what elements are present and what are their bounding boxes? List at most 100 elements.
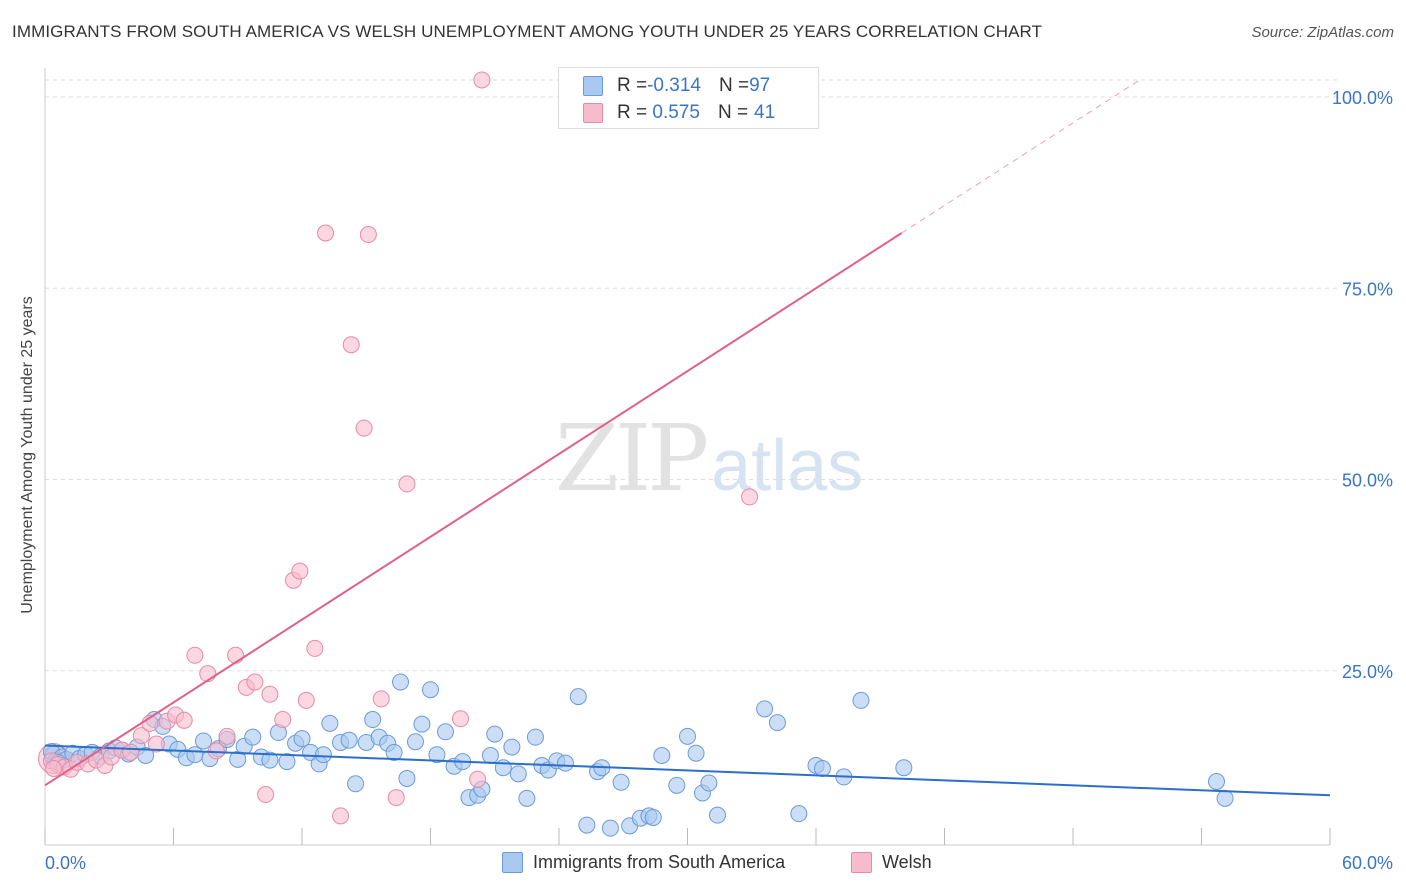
data-point-south-america[interactable] xyxy=(293,730,311,748)
data-point-welsh[interactable] xyxy=(186,646,204,664)
data-point-welsh[interactable] xyxy=(274,711,292,729)
data-point-welsh[interactable] xyxy=(218,727,236,745)
trendline-welsh xyxy=(44,232,903,787)
data-point-south-america[interactable] xyxy=(413,715,431,733)
data-point-south-america[interactable] xyxy=(790,805,808,823)
data-point-welsh[interactable] xyxy=(342,336,360,354)
data-point-south-america[interactable] xyxy=(261,751,279,769)
data-point-south-america[interactable] xyxy=(601,819,619,837)
legend-label: Immigrants from South America xyxy=(533,852,786,872)
data-point-south-america[interactable] xyxy=(278,753,296,771)
data-point-welsh[interactable] xyxy=(387,789,405,807)
legend-swatch-blue xyxy=(502,852,523,873)
data-point-south-america[interactable] xyxy=(756,700,774,718)
source-credit: Source: ZipAtlas.com xyxy=(1251,24,1394,41)
data-point-welsh[interactable] xyxy=(291,562,309,580)
data-point-south-america[interactable] xyxy=(486,725,504,743)
data-point-welsh[interactable] xyxy=(398,475,416,493)
y-tick-label: 75.0% xyxy=(1342,279,1393,299)
data-point-welsh[interactable] xyxy=(372,690,390,708)
correlation-legend: R = -0.314 N = 97 R = 0.575 N = 41 xyxy=(558,67,819,129)
chart-title: IMMIGRANTS FROM SOUTH AMERICA VS WELSH U… xyxy=(12,22,1043,41)
x-tick-label: 0.0% xyxy=(45,853,86,873)
data-point-south-america[interactable] xyxy=(644,808,662,826)
data-point-welsh[interactable] xyxy=(257,786,275,804)
data-point-south-america[interactable] xyxy=(700,774,718,792)
trendline-welsh-extension xyxy=(901,79,1140,234)
n-value: 97 xyxy=(749,75,771,96)
n-value: 41 xyxy=(754,102,776,123)
legend-stats: R = -0.314 N = 97 xyxy=(617,75,770,97)
data-point-welsh[interactable] xyxy=(175,711,193,729)
data-point-south-america[interactable] xyxy=(244,728,262,746)
data-point-south-america[interactable] xyxy=(428,746,446,764)
data-point-south-america[interactable] xyxy=(679,727,696,745)
data-point-south-america[interactable] xyxy=(422,681,439,699)
series-legend: Immigrants from South America Welsh xyxy=(0,850,1406,880)
data-point-south-america[interactable] xyxy=(612,773,630,791)
x-tick-label: 60.0% xyxy=(1342,853,1393,873)
legend-item-south-america[interactable]: Immigrants from South America xyxy=(502,852,785,873)
data-point-south-america[interactable] xyxy=(436,723,454,741)
data-point-welsh[interactable] xyxy=(359,226,377,244)
data-point-south-america[interactable] xyxy=(708,806,726,824)
r-label: R = xyxy=(617,75,648,96)
data-point-south-america[interactable] xyxy=(385,743,403,761)
data-point-south-america[interactable] xyxy=(340,731,358,749)
y-tick-label: 100.0% xyxy=(1332,88,1393,108)
data-point-welsh[interactable] xyxy=(469,770,487,788)
data-point-welsh[interactable] xyxy=(332,807,350,825)
data-point-south-america[interactable] xyxy=(321,714,339,732)
data-point-welsh[interactable] xyxy=(355,419,373,437)
legend-swatch-pink xyxy=(851,852,872,873)
data-point-south-america[interactable] xyxy=(768,714,786,732)
data-point-south-america[interactable] xyxy=(509,765,527,783)
data-point-south-america[interactable] xyxy=(687,744,705,762)
data-point-welsh[interactable] xyxy=(246,673,264,691)
data-point-south-america[interactable] xyxy=(407,733,425,751)
data-point-welsh[interactable] xyxy=(306,639,324,657)
data-point-south-america[interactable] xyxy=(518,789,536,807)
data-point-south-america[interactable] xyxy=(1207,773,1225,791)
data-point-welsh[interactable] xyxy=(122,743,140,761)
data-point-welsh[interactable] xyxy=(451,710,469,728)
n-label: N = xyxy=(718,75,750,96)
data-point-south-america[interactable] xyxy=(653,746,671,764)
data-point-south-america[interactable] xyxy=(314,746,332,764)
data-point-welsh[interactable] xyxy=(132,727,150,745)
data-point-south-america[interactable] xyxy=(569,688,587,706)
r-label: R = xyxy=(617,102,648,123)
r-value: -0.314 xyxy=(647,75,701,96)
data-point-south-america[interactable] xyxy=(503,738,521,756)
data-point-welsh[interactable] xyxy=(207,742,225,760)
y-axis-label: Unemployment Among Youth under 25 years xyxy=(19,296,36,614)
data-point-south-america[interactable] xyxy=(852,691,870,709)
data-point-south-america[interactable] xyxy=(1216,789,1234,807)
data-point-south-america[interactable] xyxy=(481,746,499,764)
data-point-south-america[interactable] xyxy=(895,759,913,777)
data-point-south-america[interactable] xyxy=(398,769,416,787)
data-point-welsh[interactable] xyxy=(741,488,759,506)
n-label: N = xyxy=(717,102,749,123)
data-point-south-america[interactable] xyxy=(526,728,544,746)
data-point-welsh[interactable] xyxy=(147,735,165,753)
data-point-south-america[interactable] xyxy=(392,673,410,691)
data-point-south-america[interactable] xyxy=(186,746,204,764)
data-point-welsh[interactable] xyxy=(473,71,491,89)
data-point-welsh[interactable] xyxy=(261,685,279,703)
trendline-south-america xyxy=(44,744,1331,797)
data-point-south-america[interactable] xyxy=(556,754,574,772)
legend-stats: R = 0.575 N = 41 xyxy=(617,102,775,124)
legend-item-welsh[interactable]: Welsh xyxy=(851,852,932,873)
data-point-south-america[interactable] xyxy=(813,760,831,777)
data-point-south-america[interactable] xyxy=(364,711,382,729)
data-point-welsh[interactable] xyxy=(317,224,335,242)
data-point-south-america[interactable] xyxy=(668,776,686,794)
data-point-south-america[interactable] xyxy=(347,775,365,793)
data-point-welsh[interactable] xyxy=(297,691,315,709)
data-point-south-america[interactable] xyxy=(578,816,596,834)
data-point-welsh[interactable] xyxy=(45,760,63,777)
data-point-south-america[interactable] xyxy=(194,732,212,750)
data-point-welsh[interactable] xyxy=(227,646,245,664)
